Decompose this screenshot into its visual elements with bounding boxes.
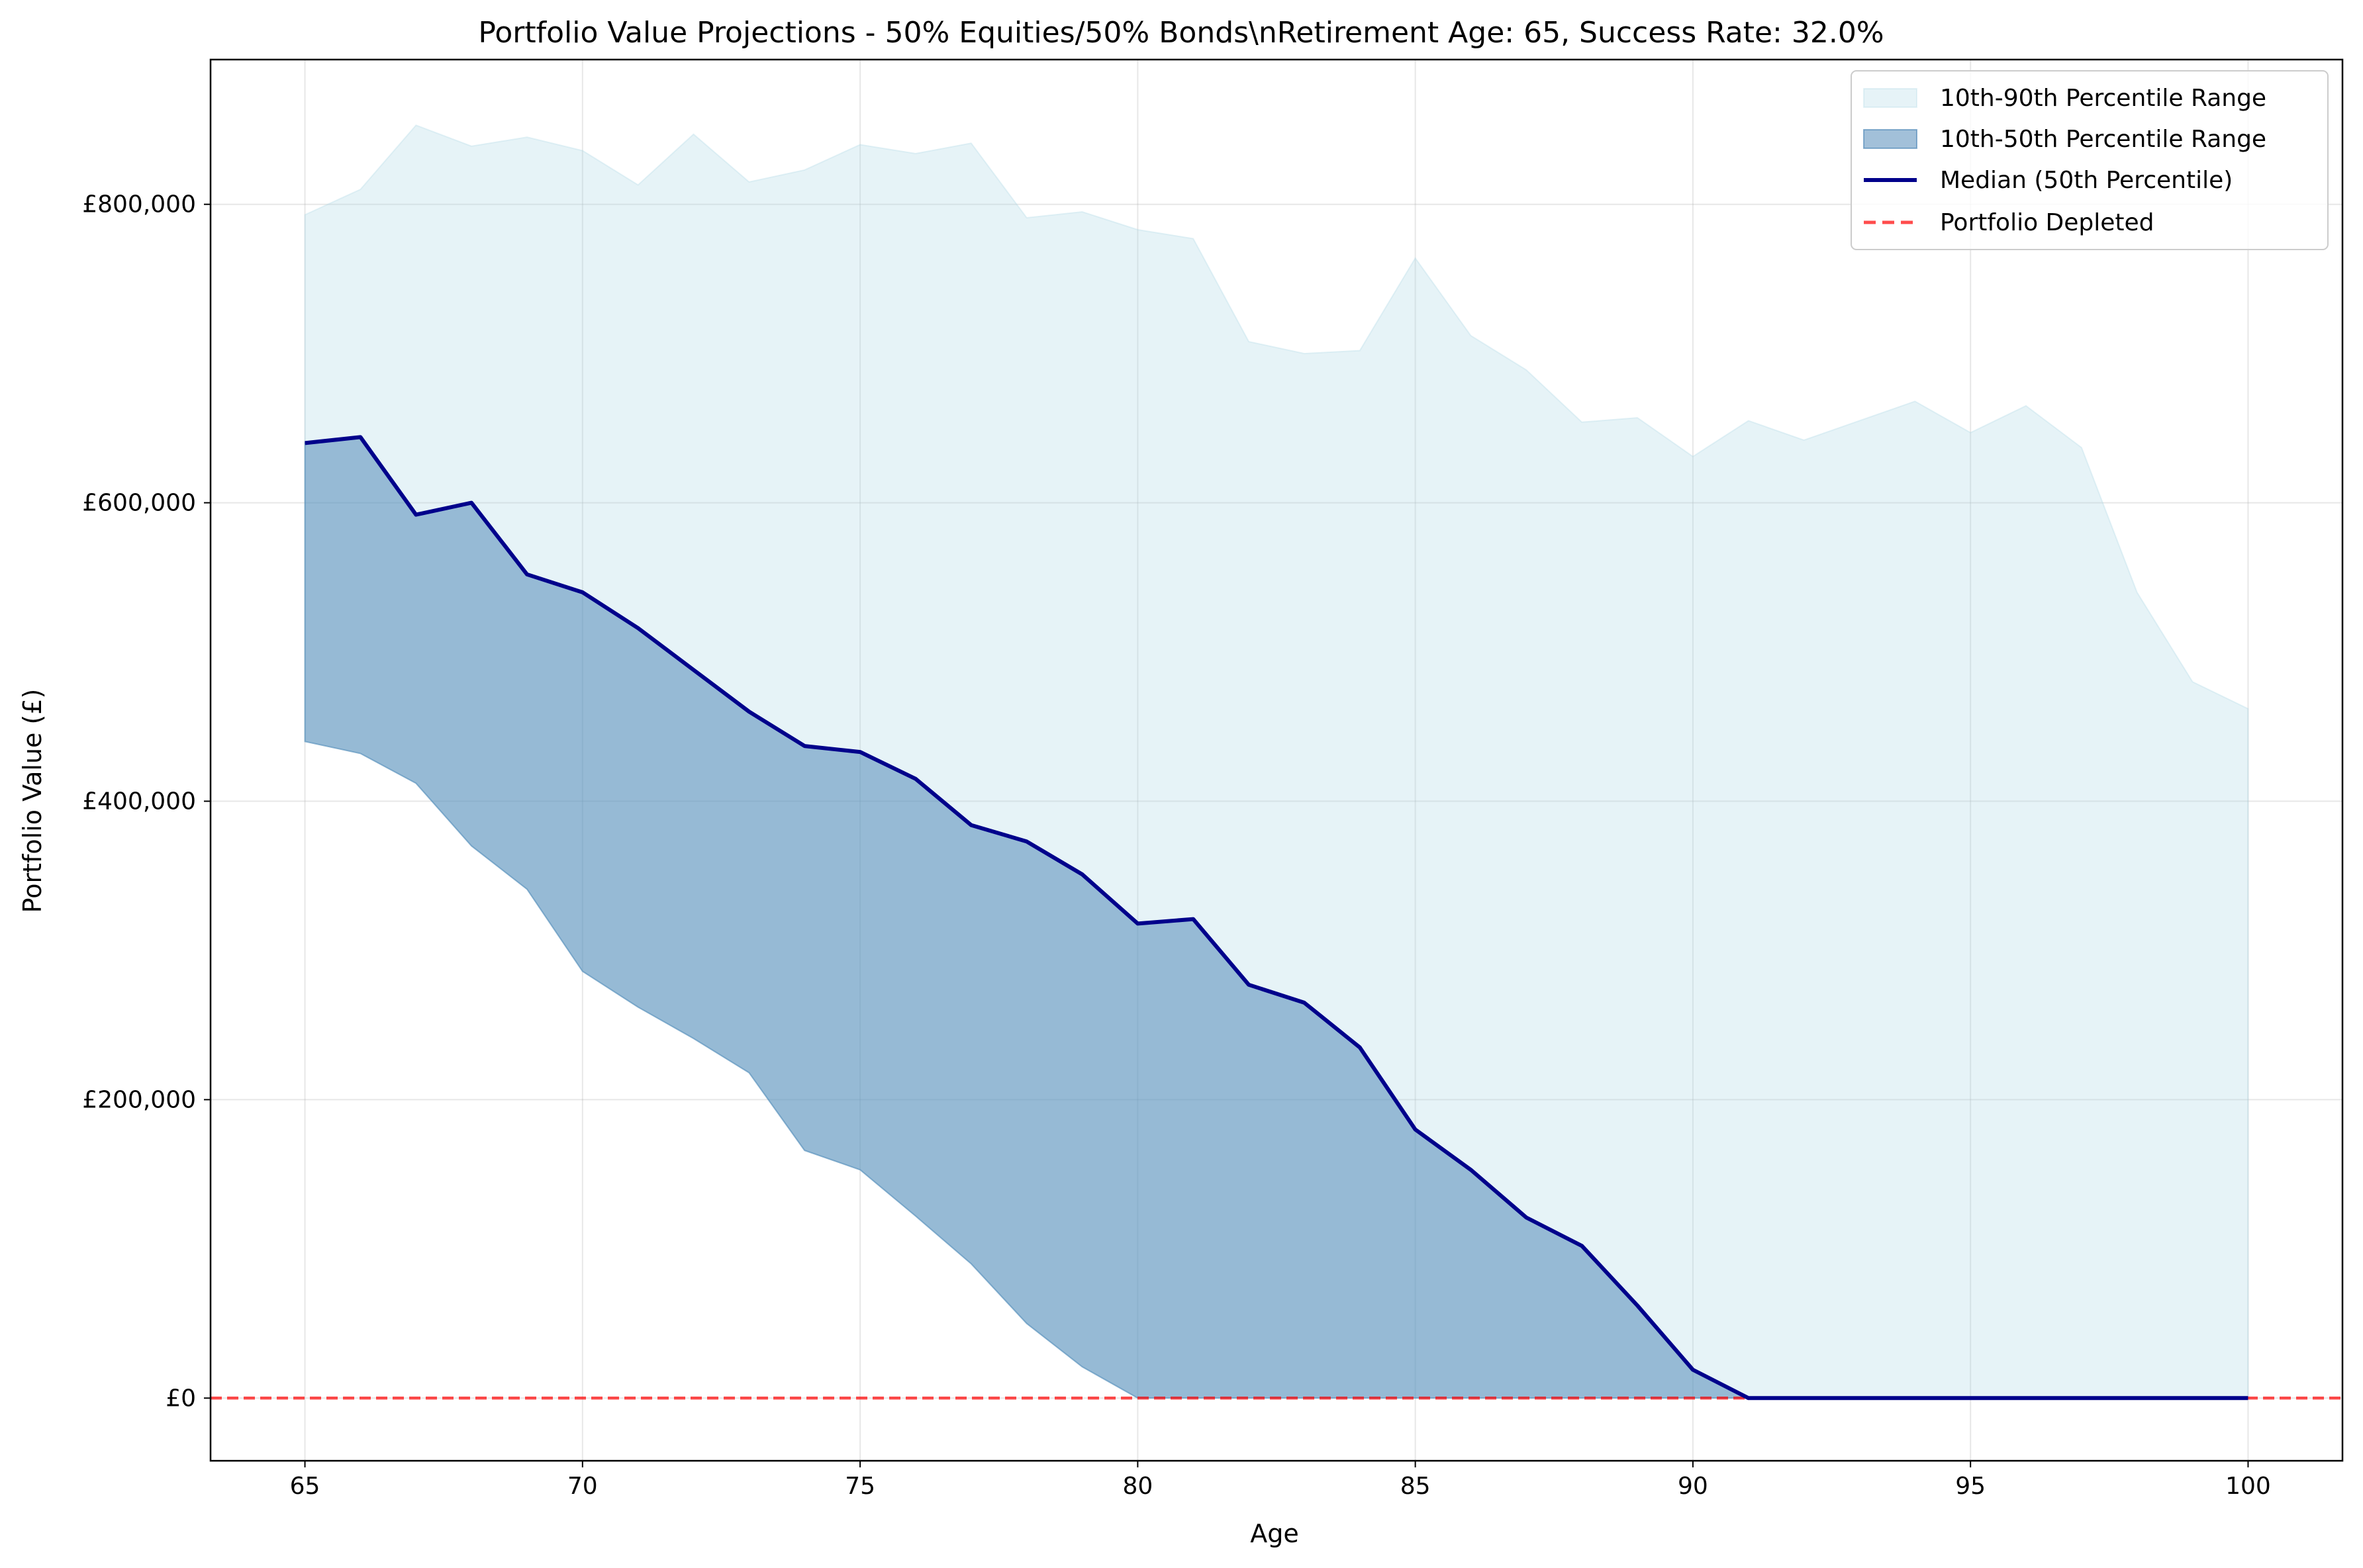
x-tick-label-5: 90 [1678,1473,1708,1500]
x-axis-ticks: 65 70 75 80 85 90 95 100 [290,1461,2271,1500]
legend-label-10th-50th: 10th-50th Percentile Range [1940,126,2266,153]
y-tick-label-1: £200,000 [82,1086,196,1113]
legend-frame [1851,70,2329,250]
x-tick-label-0: 65 [290,1473,320,1500]
x-tick-label-1: 70 [567,1473,598,1500]
plot-frame [209,58,2344,1462]
chart-title: Portfolio Value Projections - 50% Equiti… [478,16,1884,50]
legend-label-10th-90th: 10th-90th Percentile Range [1940,85,2266,112]
x-tick-label-2: 75 [845,1473,875,1500]
x-tick-label-4: 85 [1400,1473,1431,1500]
legend: 10th-90th Percentile Range 10th-50th Per… [1851,70,2329,250]
median-path [305,435,2248,1401]
x-tick-label-6: 95 [1955,1473,1986,1500]
y-tick-label-3: £600,000 [82,490,196,517]
x-axis-label: Age [1250,1519,1299,1548]
y-tick-label-2: £400,000 [82,788,196,815]
legend-label-depleted: Portfolio Depleted [1940,209,2154,236]
legend-swatch-10th-50th [1863,129,1917,149]
legend-swatch-10th-90th [1863,88,1917,108]
plot-area [209,58,2344,1462]
x-tick-label-3: 80 [1122,1473,1153,1500]
y-axis-label: Portfolio Value (£) [18,689,47,913]
y-axis-ticks: £0 £200,000 £400,000 £600,000 £800,000 [82,191,211,1412]
legend-label-median: Median (50th Percentile) [1940,167,2233,194]
median-line [305,435,2248,1401]
y-tick-label-4: £800,000 [82,191,196,218]
y-tick-label-0: £0 [166,1385,196,1412]
x-tick-label-7: 100 [2225,1473,2271,1500]
